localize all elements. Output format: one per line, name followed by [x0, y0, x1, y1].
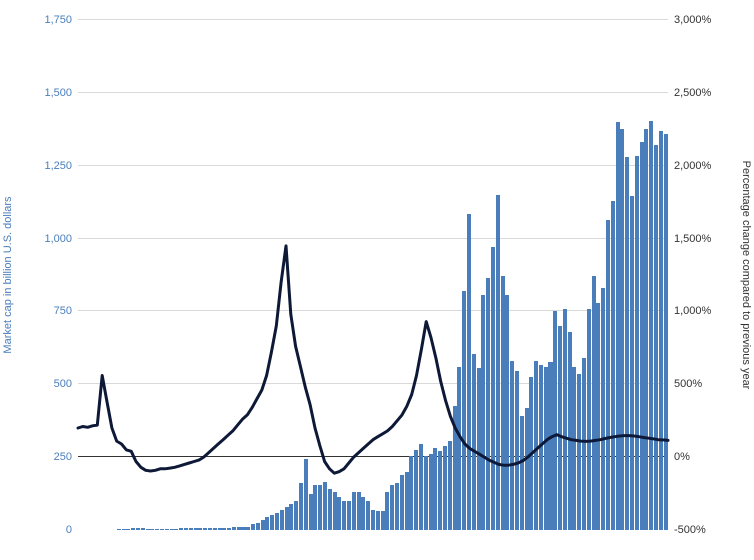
y-left-tick-label: 0	[66, 524, 72, 536]
y-left-tick-label: 1,000	[44, 233, 72, 245]
y-left-tick-label: 500	[54, 378, 72, 390]
y-axis-right-title: Percentage change compared to previous y…	[740, 161, 752, 390]
y-left-tick-label: 1,500	[44, 87, 72, 99]
y-axis-left-title: Market cap in billion U.S. dollars	[2, 196, 14, 353]
y-right-tick-label: 0%	[674, 451, 690, 463]
y-right-tick-label: 2,500%	[674, 87, 711, 99]
y-left-tick-label: 1,750	[44, 14, 72, 26]
y-left-tick-label: 250	[54, 451, 72, 463]
y-right-tick-label: 1,000%	[674, 305, 711, 317]
y-left-tick-label: 750	[54, 305, 72, 317]
y-right-tick-label: 500%	[674, 378, 702, 390]
y-right-tick-label: 3,000%	[674, 14, 711, 26]
y-right-tick-label: -500%	[674, 524, 706, 536]
line-series	[78, 20, 668, 530]
y-left-tick-label: 1,250	[44, 160, 72, 172]
y-right-tick-label: 1,500%	[674, 233, 711, 245]
y-right-tick-label: 2,000%	[674, 160, 711, 172]
plot-area	[78, 20, 668, 530]
chart-container: 0 250 500 750 1,000 1,250 1,500 1,750 -500% 0% 50…	[0, 0, 754, 560]
